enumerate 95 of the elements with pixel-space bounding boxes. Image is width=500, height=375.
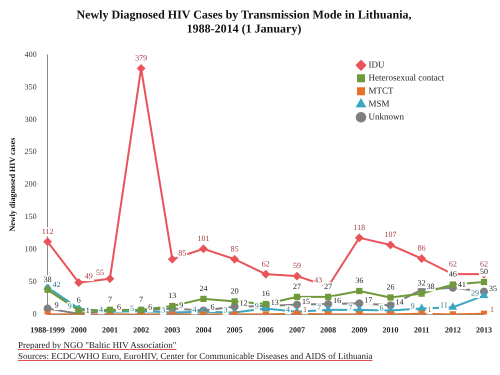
data-label: 7 xyxy=(348,302,352,312)
data-label: 62 xyxy=(262,259,270,268)
data-label: 1 xyxy=(86,306,90,315)
x-tick-label: 2009 xyxy=(351,325,368,334)
x-tick-label: 2000 xyxy=(70,325,87,334)
data-label: 4 xyxy=(192,304,196,314)
data-label: 62 xyxy=(448,259,457,268)
data-label: 118 xyxy=(353,222,366,232)
data-label: 6 xyxy=(379,304,384,313)
x-tick-label: 2012 xyxy=(444,325,461,334)
x-tick-label: 2003 xyxy=(164,325,180,334)
data-label: 7 xyxy=(108,294,112,304)
data-label: 43 xyxy=(314,276,322,285)
data-label: 101 xyxy=(197,234,210,243)
data-label: 1 xyxy=(428,304,432,314)
data-label: 62 xyxy=(480,259,488,268)
data-label: 9 xyxy=(54,300,59,310)
data-label: 6 xyxy=(148,302,152,312)
y-tick-label: 150 xyxy=(24,212,37,222)
data-label: 59 xyxy=(292,261,301,270)
y-tick-label: 250 xyxy=(24,147,37,156)
data-label: 1 xyxy=(490,304,494,314)
legend-label: MTCT xyxy=(368,86,394,96)
legend-label: IDU xyxy=(368,60,385,70)
chart-title: Newly Diagnosed HIV Cases by Transmission Mode in Lithuania, 1988-2014 (1 January) xyxy=(76,7,412,36)
x-tick-label: 2011 xyxy=(414,325,430,334)
data-label: 36 xyxy=(355,276,364,286)
y-tick-label: 50 xyxy=(28,277,37,286)
data-label: 17 xyxy=(364,295,372,304)
x-tick-label: 2013 xyxy=(476,325,492,334)
y-axis-title: Newly diagnosed HIV cases xyxy=(8,138,17,232)
data-label: 9 xyxy=(68,302,72,311)
data-label: 32 xyxy=(418,278,426,288)
x-tick-label: 2002 xyxy=(133,325,150,334)
x-tick-label: 2004 xyxy=(195,325,212,334)
data-label: 6 xyxy=(76,296,81,305)
data-label: 9 xyxy=(410,302,415,311)
data-label: 6 xyxy=(210,302,214,312)
data-label: 379 xyxy=(135,54,148,63)
data-label: 38 xyxy=(44,274,52,284)
data-label: 9 xyxy=(179,300,184,310)
data-label: 27 xyxy=(292,282,301,291)
data-label: 4 xyxy=(98,304,103,314)
data-label: 107 xyxy=(384,230,396,240)
x-tick-label: 2007 xyxy=(288,325,305,334)
data-label: 38 xyxy=(426,282,435,291)
data-label: 26 xyxy=(386,282,394,292)
text: Prepared by NGO "Baltic HIV Association" xyxy=(18,340,178,351)
data-label: 3 xyxy=(224,306,228,315)
data-label: 3 xyxy=(161,306,166,315)
y-tick-label: 100 xyxy=(24,244,37,254)
data-label: 7 xyxy=(139,294,144,304)
data-label: 46 xyxy=(448,270,457,279)
legend-label: Heterosexual contact xyxy=(368,72,445,83)
data-label: 16 xyxy=(262,289,270,298)
y-tick-label: 0 xyxy=(32,309,37,318)
data-label: 86 xyxy=(418,244,426,253)
x-tick-label: 2005 xyxy=(226,325,243,334)
data-label: 15 xyxy=(302,296,310,306)
x-tick-label: 2006 xyxy=(258,325,274,334)
data-label: 13 xyxy=(270,298,279,308)
data-label: 41 xyxy=(458,280,466,289)
data-label: 85 xyxy=(230,244,239,254)
data-label: 9 xyxy=(254,302,259,311)
data-label: 4 xyxy=(286,304,290,314)
data-label: 20 xyxy=(230,286,239,296)
data-label: 24 xyxy=(199,284,208,293)
x-tick-label: 2010 xyxy=(382,325,398,334)
source-note: Sources: ECDC/WHO Euro, EuroHIV, Center for Communicable Diseases and AIDS of Lithuania xyxy=(18,351,373,362)
data-label: 16 xyxy=(333,296,342,306)
data-label: 14 xyxy=(395,297,404,306)
y-tick-label: 300 xyxy=(24,114,37,124)
data-label: 1 xyxy=(302,304,307,314)
data-label: 35 xyxy=(489,284,497,293)
data-label: 11 xyxy=(440,300,448,310)
data-label: 112 xyxy=(42,226,54,236)
x-tick-label: 2001 xyxy=(102,325,118,334)
data-label: 49 xyxy=(84,272,93,281)
y-tick-label: 200 xyxy=(24,180,37,189)
data-label: 29 xyxy=(471,288,479,298)
x-tick-label: 1988-1999 xyxy=(30,325,65,334)
data-label: 6 xyxy=(116,302,121,312)
y-tick-label: 400 xyxy=(24,50,37,59)
data-label: 85 xyxy=(178,248,186,258)
legend-label: MSM xyxy=(368,98,390,109)
data-label: 12 xyxy=(240,298,248,308)
data-label: 55 xyxy=(96,268,104,277)
data-label: 27 xyxy=(324,282,332,291)
y-tick-label: 350 xyxy=(24,82,37,92)
data-label: 13 xyxy=(168,291,176,300)
data-label: 42 xyxy=(52,280,61,290)
data-label: 7 xyxy=(317,302,322,312)
x-tick-label: 2008 xyxy=(320,325,336,334)
legend-label: Unknown xyxy=(368,112,404,122)
data-label: 5 xyxy=(130,304,134,314)
